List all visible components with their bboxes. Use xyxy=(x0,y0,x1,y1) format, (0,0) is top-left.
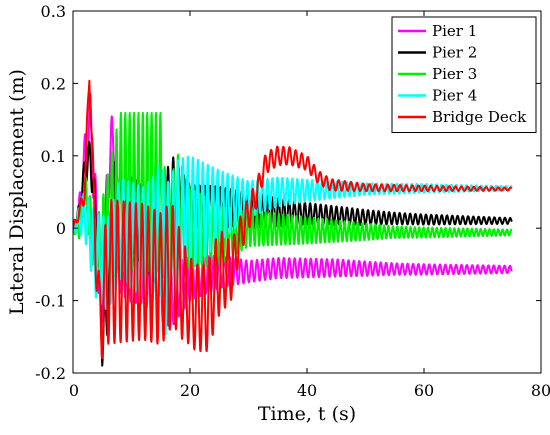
legend-label: Pier 2 xyxy=(432,44,477,62)
y-tick-label: -0.1 xyxy=(35,292,66,311)
legend-label: Pier 1 xyxy=(432,22,477,40)
ticks-layer: 0 20 40 60 80 -0.2 -0.1 0 0.1 0.2 0.3 xyxy=(35,2,550,400)
x-axis-label-text: Time, t (s) xyxy=(258,403,356,425)
y-tick-label: 0 xyxy=(56,219,66,238)
x-tick-label: 80 xyxy=(531,381,550,400)
x-tick-label: 20 xyxy=(180,381,200,400)
x-tick-label: 60 xyxy=(414,381,434,400)
y-tick-label: 0.1 xyxy=(41,147,66,166)
legend-label: Pier 4 xyxy=(432,87,477,105)
y-axis-label-text: Lateral Displacement (m) xyxy=(6,69,28,315)
y-tick-label: -0.2 xyxy=(35,364,66,383)
series-layer xyxy=(73,79,513,367)
y-axis-label: Lateral Displacement (m) xyxy=(6,69,28,315)
x-tick-label: 40 xyxy=(297,381,317,400)
series-line-bridge-deck xyxy=(73,79,513,360)
x-axis-label: Time, t (s) xyxy=(258,403,356,425)
y-tick-label: 0.3 xyxy=(41,2,66,21)
legend-label: Pier 3 xyxy=(432,65,477,83)
series-line-pier-3 xyxy=(73,111,513,294)
legend: Pier 1 Pier 2 Pier 3 Pier 4 Bridge Deck xyxy=(391,16,537,133)
legend-label: Bridge Deck xyxy=(432,108,527,126)
x-tick-label: 0 xyxy=(69,381,79,400)
y-tick-label: 0.2 xyxy=(41,74,66,93)
